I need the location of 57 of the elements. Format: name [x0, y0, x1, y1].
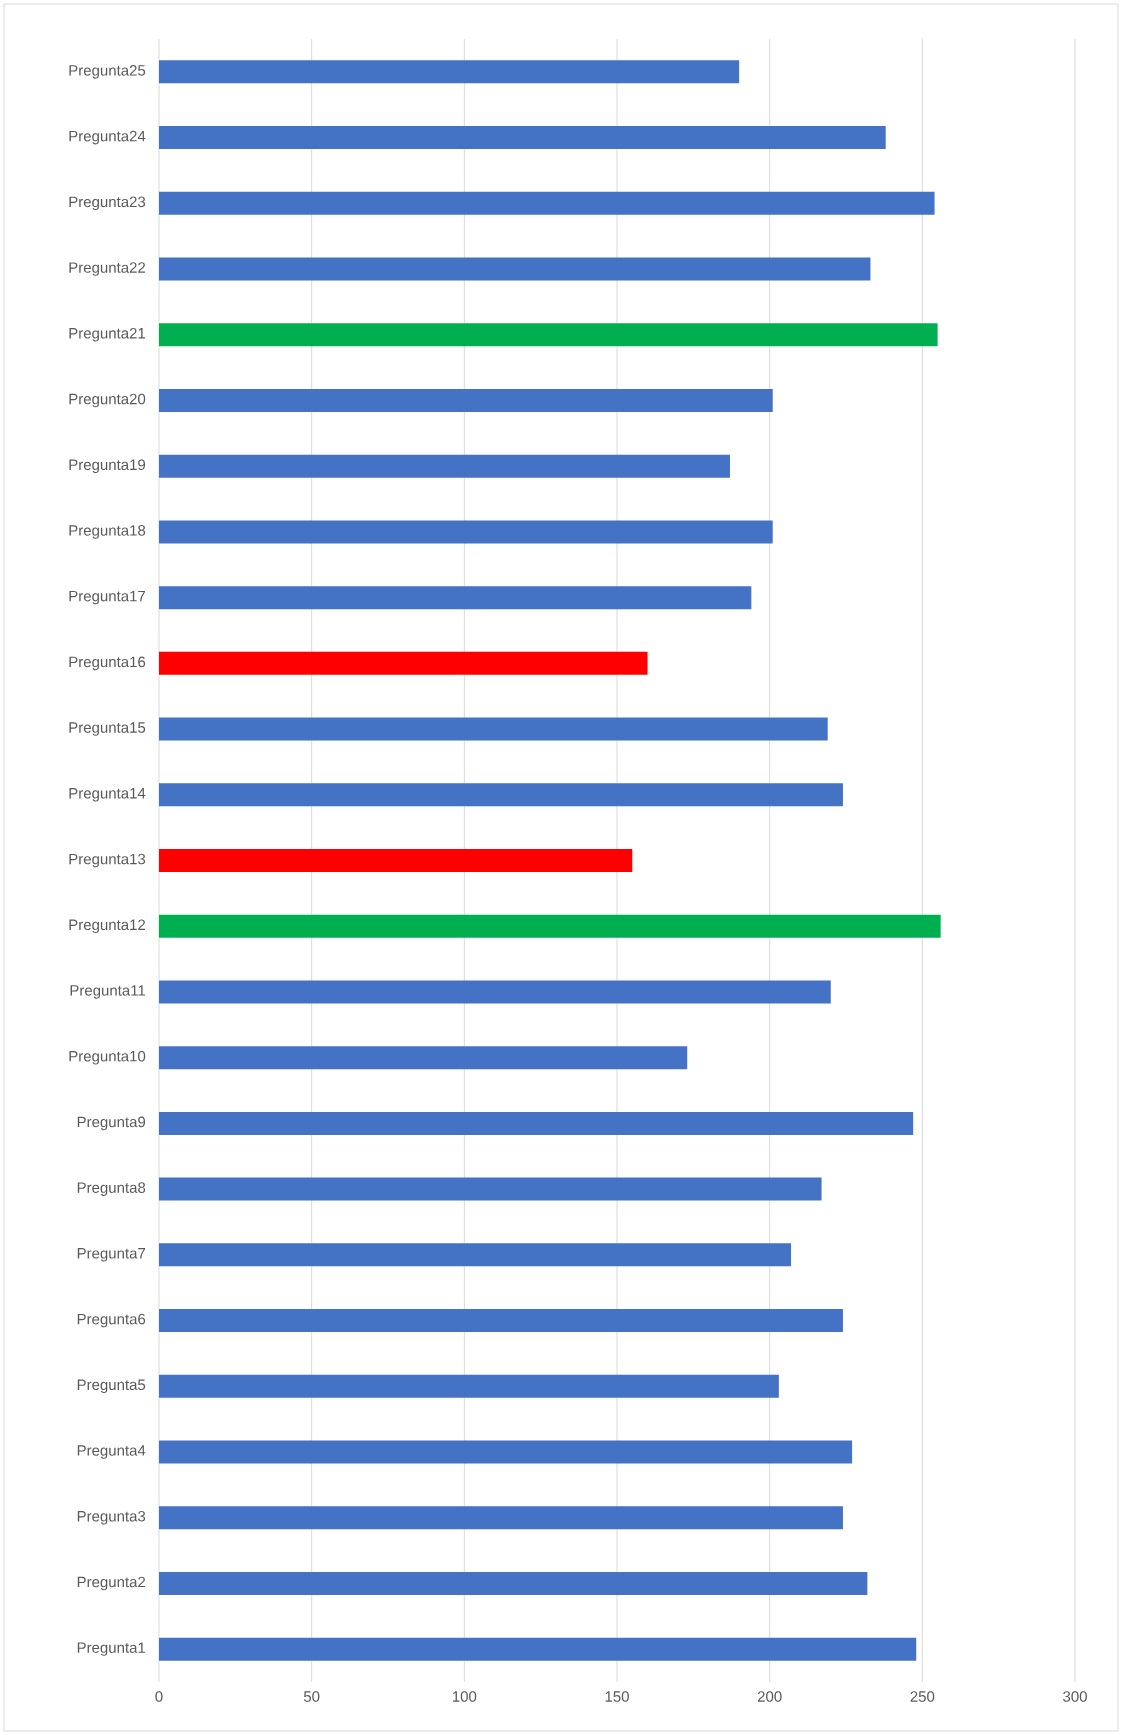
y-tick-label: Pregunta5: [77, 1379, 146, 1393]
y-tick-label: Pregunta15: [69, 722, 146, 736]
y-tick-label: Pregunta22: [69, 262, 146, 276]
bar: [159, 651, 648, 675]
bar: [159, 257, 871, 281]
bar: [159, 191, 935, 215]
bar: [159, 980, 831, 1004]
bar: [159, 388, 773, 412]
bar: [159, 1506, 843, 1530]
bar: [159, 1177, 822, 1201]
y-tick-label: Pregunta19: [69, 459, 146, 473]
bar: [159, 520, 773, 544]
bar: [159, 1243, 792, 1267]
x-tick-label: 50: [303, 1691, 320, 1702]
bar: [159, 717, 828, 741]
y-tick-label: Pregunta12: [69, 919, 146, 934]
bar: [159, 126, 886, 150]
y-tick-label: Pregunta1: [77, 1642, 146, 1656]
y-tick-label: Pregunta6: [77, 1313, 146, 1328]
bar: [159, 60, 740, 84]
bar: [159, 1309, 843, 1333]
y-tick-label: Pregunta9: [77, 1116, 146, 1131]
bar: [159, 586, 752, 610]
bar: [159, 1571, 868, 1595]
y-tick-label: Pregunta17: [69, 590, 146, 605]
y-tick-label: Pregunta25: [69, 65, 146, 79]
x-tick-label: 100: [452, 1691, 477, 1702]
bar: [159, 849, 633, 873]
y-tick-label: Pregunta16: [69, 656, 146, 671]
x-tick-label: 150: [605, 1691, 629, 1702]
y-tick-label: Pregunta4: [77, 1445, 146, 1459]
bar: [159, 1440, 853, 1464]
y-tick-label: Pregunta18: [69, 525, 146, 539]
y-tick-label: Pregunta7: [77, 1248, 146, 1262]
x-tick-label: 200: [757, 1691, 782, 1702]
bar: [159, 914, 941, 938]
y-tick-label: Pregunta8: [77, 1182, 146, 1196]
y-tick-label: Pregunta2: [77, 1576, 146, 1591]
bar: [159, 1046, 688, 1070]
y-tick-label: Pregunta11: [70, 985, 146, 999]
bar: [159, 1637, 917, 1661]
bar: [159, 1111, 914, 1135]
y-tick-label: Pregunta13: [69, 853, 146, 868]
bar: [159, 783, 843, 807]
bar: [159, 454, 730, 478]
bar: [159, 1374, 779, 1398]
x-tick-label: 250: [910, 1691, 935, 1702]
y-tick-label: Pregunta20: [69, 393, 146, 408]
y-tick-label: Pregunta14: [69, 788, 146, 802]
y-tick-label: Pregunta24: [69, 130, 146, 145]
y-tick-label: Pregunta3: [77, 1510, 146, 1525]
x-tick-label: 300: [1063, 1691, 1087, 1702]
bar: [159, 323, 938, 347]
y-tick-label: Pregunta23: [69, 196, 146, 211]
y-tick-label: Pregunta21: [69, 327, 146, 342]
y-tick-label: Pregunta10: [69, 1050, 146, 1065]
x-tick-label: 0: [155, 1691, 163, 1702]
